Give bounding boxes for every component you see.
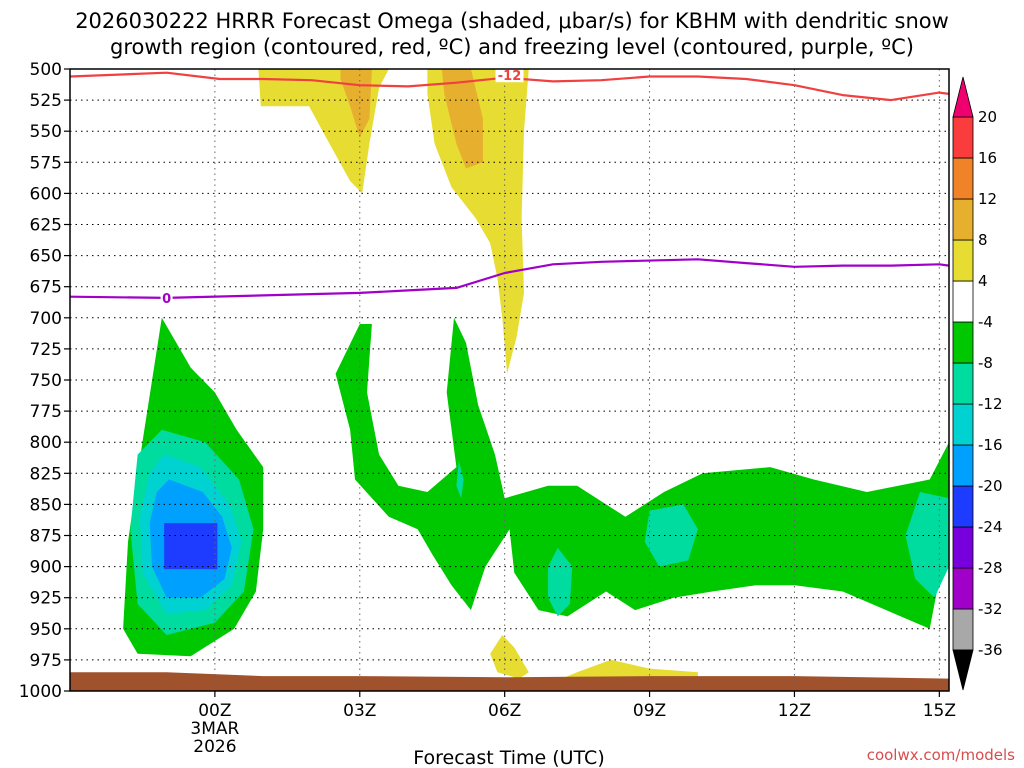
terrain-fill xyxy=(70,672,949,691)
colorbar-label: 16 xyxy=(978,149,997,167)
colorbar-bin xyxy=(952,526,974,569)
colorbar-label: 8 xyxy=(978,231,988,249)
chart-title-line-2: growth region (contoured, red, ºC) and f… xyxy=(110,35,914,59)
grid-lines xyxy=(70,69,949,691)
omega-central-band-negative-8-12-left xyxy=(456,460,464,499)
y-tick-label: 950 xyxy=(30,620,62,640)
x-tick-label: 06Z xyxy=(488,701,521,721)
x-tick-label: 3MAR xyxy=(190,719,239,739)
plot-area xyxy=(70,69,949,691)
x-tick-label: 00Z xyxy=(198,701,231,721)
y-tick-label: 825 xyxy=(30,464,62,484)
y-tick-label: 525 xyxy=(30,91,62,111)
colorbar-label: -4 xyxy=(978,313,993,331)
colorbar-label: 20 xyxy=(978,108,997,126)
freezing-level-contour xyxy=(70,258,949,299)
omega-central-band-negative-8-12-right2 xyxy=(905,492,949,598)
omega-central-band-negative-8-12-right1 xyxy=(644,504,698,567)
colorbar-label: 4 xyxy=(978,272,988,290)
colorbar-bin xyxy=(952,198,974,241)
y-tick-label: 625 xyxy=(30,216,62,236)
y-tick-label: 1000 xyxy=(19,682,62,702)
y-tick-label: 750 xyxy=(30,371,62,391)
dgz-minus12-contour-label-bg xyxy=(495,68,524,83)
omega-left-cell-negative-20-24 xyxy=(164,523,218,570)
y-tick-label: 900 xyxy=(30,558,62,578)
colorbar-bin xyxy=(952,116,974,159)
omega-central-band-negative-4-8 xyxy=(335,317,949,629)
y-tick-label: 500 xyxy=(30,60,62,80)
colorbar-bin xyxy=(952,567,974,610)
y-tick-label: 975 xyxy=(30,651,62,671)
colorbar-bin xyxy=(952,485,974,528)
x-tick-label: 2026 xyxy=(193,737,236,757)
colorbar-label: -20 xyxy=(978,477,1003,495)
x-axis-label: Forecast Time (UTC) xyxy=(413,747,604,768)
colorbar-label: 12 xyxy=(978,190,997,208)
x-tick-label: 03Z xyxy=(343,701,376,721)
site-credit: coolwx.com/models xyxy=(867,746,1015,764)
y-tick-label: 850 xyxy=(30,495,62,515)
colorbar-bin xyxy=(952,321,974,364)
colorbar-bin xyxy=(952,444,974,487)
colorbar-over-arrow xyxy=(952,76,974,118)
x-tick-label: 09Z xyxy=(633,701,666,721)
y-axis: 500 525 550 575 600 625 650 675 700 725 750 775 800 8… xyxy=(19,60,70,702)
contour-labels: -12 0 xyxy=(160,68,524,307)
y-tick-label: 800 xyxy=(30,433,62,453)
colorbar-label: -12 xyxy=(978,395,1003,413)
contour-lines xyxy=(70,71,949,299)
omega-upper-center-positive-8-12 xyxy=(441,69,483,169)
colorbar-label: -36 xyxy=(978,641,1003,659)
y-tick-label: 700 xyxy=(30,309,62,329)
colorbar-label: -8 xyxy=(978,354,993,372)
freezing-level-contour-label: 0 xyxy=(162,292,171,307)
colorbar-label: -24 xyxy=(978,518,1003,536)
chart-title-line-1: 2026030222 HRRR Forecast Omega (shaded, … xyxy=(75,9,949,33)
omega-central-band-negative-8-12-mid xyxy=(548,547,573,617)
y-tick-label: 675 xyxy=(30,278,62,298)
colorbar-bin xyxy=(952,403,974,446)
colorbar-label: -28 xyxy=(978,559,1003,577)
y-tick-label: 550 xyxy=(30,122,62,142)
x-tick-label: 15Z xyxy=(923,701,956,721)
colorbar-bin xyxy=(952,280,974,323)
colorbar-label: -16 xyxy=(978,436,1003,454)
omega-upper-center-positive-4-8 xyxy=(427,69,529,374)
y-tick-label: 650 xyxy=(30,247,62,267)
colorbar-under-arrow xyxy=(952,649,974,691)
colorbar-bin xyxy=(952,157,974,200)
freezing-level-contour-label-bg xyxy=(160,290,173,305)
y-tick-label: 725 xyxy=(30,340,62,360)
colorbar: -36 -32 -28 -24 -20 -16 -12 -8 -4 4 8 12 16 20 xyxy=(952,76,1003,691)
colorbar-bin xyxy=(952,362,974,405)
y-tick-label: 775 xyxy=(30,402,62,422)
y-tick-label: 925 xyxy=(30,589,62,609)
colorbar-bin xyxy=(952,608,974,651)
colorbar-label: -32 xyxy=(978,600,1003,618)
y-tick-label: 575 xyxy=(30,153,62,173)
omega-lower-positive-small xyxy=(490,635,529,679)
dgz-minus12-contour xyxy=(70,71,949,102)
y-tick-label: 875 xyxy=(30,527,62,547)
y-tick-label: 600 xyxy=(30,184,62,204)
colorbar-bin xyxy=(952,239,974,282)
x-tick-label: 12Z xyxy=(778,701,811,721)
dgz-minus12-contour-label: -12 xyxy=(498,69,522,84)
